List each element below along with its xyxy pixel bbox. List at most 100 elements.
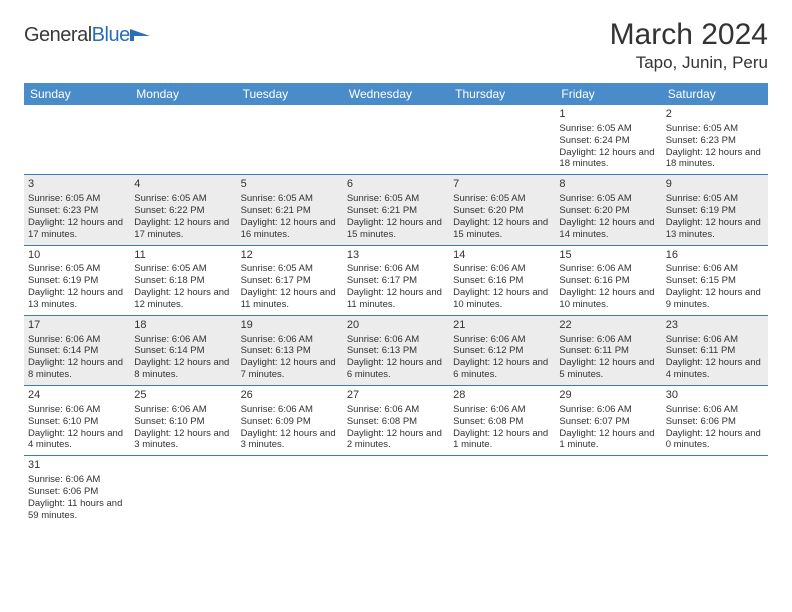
weekday-friday: Friday	[555, 83, 661, 105]
weekday-tuesday: Tuesday	[237, 83, 343, 105]
daylight-line: Daylight: 12 hours and 3 minutes.	[241, 428, 339, 452]
logo: GeneralBlue	[24, 24, 152, 47]
sunset-line: Sunset: 6:12 PM	[453, 345, 551, 357]
day-number: 11	[134, 249, 232, 263]
sunset-line: Sunset: 6:17 PM	[241, 275, 339, 287]
daylight-line: Daylight: 12 hours and 7 minutes.	[241, 357, 339, 381]
day-number: 24	[28, 389, 126, 403]
daylight-line: Daylight: 12 hours and 4 minutes.	[666, 357, 764, 381]
empty-cell	[343, 456, 449, 525]
day-number: 29	[559, 389, 657, 403]
sunset-line: Sunset: 6:08 PM	[453, 416, 551, 428]
daylight-line: Daylight: 12 hours and 0 minutes.	[666, 428, 764, 452]
day-cell-4: 4Sunrise: 6:05 AMSunset: 6:22 PMDaylight…	[130, 175, 236, 245]
day-number: 28	[453, 389, 551, 403]
daylight-line: Daylight: 12 hours and 18 minutes.	[666, 147, 764, 171]
day-number: 4	[134, 178, 232, 192]
day-cell-27: 27Sunrise: 6:06 AMSunset: 6:08 PMDayligh…	[343, 386, 449, 456]
daylight-line: Daylight: 11 hours and 59 minutes.	[28, 498, 126, 522]
sunrise-line: Sunrise: 6:06 AM	[666, 404, 764, 416]
daylight-line: Daylight: 12 hours and 18 minutes.	[559, 147, 657, 171]
day-number: 30	[666, 389, 764, 403]
day-cell-24: 24Sunrise: 6:06 AMSunset: 6:10 PMDayligh…	[24, 386, 130, 456]
empty-cell	[662, 456, 768, 525]
sunrise-line: Sunrise: 6:06 AM	[559, 263, 657, 275]
sunrise-line: Sunrise: 6:06 AM	[347, 404, 445, 416]
daylight-line: Daylight: 12 hours and 16 minutes.	[241, 217, 339, 241]
weekday-header: SundayMondayTuesdayWednesdayThursdayFrid…	[24, 83, 768, 105]
sunrise-line: Sunrise: 6:06 AM	[134, 334, 232, 346]
day-number: 13	[347, 249, 445, 263]
day-number: 3	[28, 178, 126, 192]
sunrise-line: Sunrise: 6:06 AM	[666, 334, 764, 346]
empty-cell	[449, 105, 555, 175]
day-number: 2	[666, 108, 764, 122]
day-cell-19: 19Sunrise: 6:06 AMSunset: 6:13 PMDayligh…	[237, 316, 343, 386]
sunset-line: Sunset: 6:13 PM	[241, 345, 339, 357]
daylight-line: Daylight: 12 hours and 15 minutes.	[347, 217, 445, 241]
sunset-line: Sunset: 6:20 PM	[453, 205, 551, 217]
day-number: 20	[347, 319, 445, 333]
sunset-line: Sunset: 6:17 PM	[347, 275, 445, 287]
sunrise-line: Sunrise: 6:06 AM	[453, 404, 551, 416]
month-title: March 2024	[610, 18, 768, 51]
sunset-line: Sunset: 6:11 PM	[666, 345, 764, 357]
sunset-line: Sunset: 6:14 PM	[134, 345, 232, 357]
daylight-line: Daylight: 12 hours and 9 minutes.	[666, 287, 764, 311]
day-number: 19	[241, 319, 339, 333]
empty-cell	[343, 105, 449, 175]
day-number: 17	[28, 319, 126, 333]
title-block: March 2024 Tapo, Junin, Peru	[610, 18, 768, 73]
sunset-line: Sunset: 6:24 PM	[559, 135, 657, 147]
weekday-monday: Monday	[130, 83, 236, 105]
sunrise-line: Sunrise: 6:05 AM	[241, 193, 339, 205]
weekday-wednesday: Wednesday	[343, 83, 449, 105]
sunrise-line: Sunrise: 6:05 AM	[559, 193, 657, 205]
daylight-line: Daylight: 12 hours and 17 minutes.	[28, 217, 126, 241]
day-cell-22: 22Sunrise: 6:06 AMSunset: 6:11 PMDayligh…	[555, 316, 661, 386]
sunset-line: Sunset: 6:06 PM	[28, 486, 126, 498]
sunrise-line: Sunrise: 6:05 AM	[559, 123, 657, 135]
day-cell-30: 30Sunrise: 6:06 AMSunset: 6:06 PMDayligh…	[662, 386, 768, 456]
weekday-thursday: Thursday	[449, 83, 555, 105]
sunset-line: Sunset: 6:09 PM	[241, 416, 339, 428]
daylight-line: Daylight: 12 hours and 15 minutes.	[453, 217, 551, 241]
day-number: 6	[347, 178, 445, 192]
daylight-line: Daylight: 12 hours and 5 minutes.	[559, 357, 657, 381]
day-number: 27	[347, 389, 445, 403]
sunset-line: Sunset: 6:15 PM	[666, 275, 764, 287]
daylight-line: Daylight: 12 hours and 17 minutes.	[134, 217, 232, 241]
sunrise-line: Sunrise: 6:05 AM	[28, 263, 126, 275]
sunrise-line: Sunrise: 6:06 AM	[347, 334, 445, 346]
page: GeneralBlue March 2024 Tapo, Junin, Peru…	[0, 0, 792, 544]
day-cell-15: 15Sunrise: 6:06 AMSunset: 6:16 PMDayligh…	[555, 246, 661, 316]
weekday-sunday: Sunday	[24, 83, 130, 105]
sunrise-line: Sunrise: 6:05 AM	[453, 193, 551, 205]
day-cell-3: 3Sunrise: 6:05 AMSunset: 6:23 PMDaylight…	[24, 175, 130, 245]
day-number: 8	[559, 178, 657, 192]
day-cell-23: 23Sunrise: 6:06 AMSunset: 6:11 PMDayligh…	[662, 316, 768, 386]
sunset-line: Sunset: 6:16 PM	[453, 275, 551, 287]
daylight-line: Daylight: 12 hours and 4 minutes.	[28, 428, 126, 452]
calendar-grid: 1Sunrise: 6:05 AMSunset: 6:24 PMDaylight…	[24, 105, 768, 526]
day-cell-29: 29Sunrise: 6:06 AMSunset: 6:07 PMDayligh…	[555, 386, 661, 456]
daylight-line: Daylight: 12 hours and 10 minutes.	[453, 287, 551, 311]
sunrise-line: Sunrise: 6:06 AM	[241, 404, 339, 416]
day-number: 21	[453, 319, 551, 333]
day-cell-21: 21Sunrise: 6:06 AMSunset: 6:12 PMDayligh…	[449, 316, 555, 386]
day-cell-25: 25Sunrise: 6:06 AMSunset: 6:10 PMDayligh…	[130, 386, 236, 456]
day-cell-1: 1Sunrise: 6:05 AMSunset: 6:24 PMDaylight…	[555, 105, 661, 175]
sunset-line: Sunset: 6:20 PM	[559, 205, 657, 217]
day-number: 26	[241, 389, 339, 403]
logo-text: GeneralBlue	[24, 24, 130, 47]
day-cell-20: 20Sunrise: 6:06 AMSunset: 6:13 PMDayligh…	[343, 316, 449, 386]
sunset-line: Sunset: 6:21 PM	[241, 205, 339, 217]
day-number: 14	[453, 249, 551, 263]
day-cell-8: 8Sunrise: 6:05 AMSunset: 6:20 PMDaylight…	[555, 175, 661, 245]
daylight-line: Daylight: 12 hours and 6 minutes.	[453, 357, 551, 381]
logo-text-blue: Blue	[92, 24, 130, 46]
sunset-line: Sunset: 6:11 PM	[559, 345, 657, 357]
sunrise-line: Sunrise: 6:05 AM	[134, 193, 232, 205]
day-cell-28: 28Sunrise: 6:06 AMSunset: 6:08 PMDayligh…	[449, 386, 555, 456]
day-cell-18: 18Sunrise: 6:06 AMSunset: 6:14 PMDayligh…	[130, 316, 236, 386]
